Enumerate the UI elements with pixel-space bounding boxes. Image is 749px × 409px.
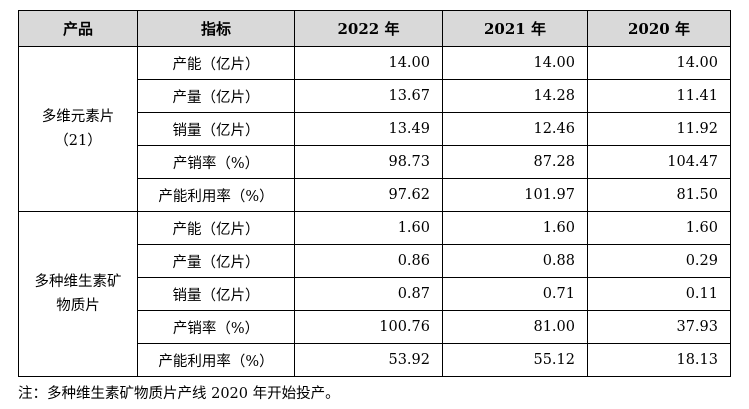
value-2021: 14.28 — [442, 79, 588, 113]
value-2021: 1.60 — [442, 211, 588, 245]
indicator-cell: 产量（亿片） — [137, 79, 295, 113]
value-2021: 55.12 — [442, 343, 588, 377]
value-2021: 12.46 — [442, 112, 588, 146]
indicator-cell: 产销率（%） — [137, 145, 295, 179]
value-2022: 53.92 — [294, 343, 443, 377]
table-row: 多维元素片 （21） 产能（亿片） 14.00 14.00 14.00 — [18, 46, 731, 212]
table-note: 注：多种维生素矿物质片产线 2020 年开始投产。 — [18, 386, 340, 402]
table-row: 产能利用率（%） 97.62 101.97 81.50 — [19, 178, 731, 212]
table-row: 产销率（%） 100.76 81.00 37.93 — [19, 310, 731, 344]
table-row: 产能利用率（%） 53.92 55.12 18.13 — [19, 343, 731, 377]
value-2022: 97.62 — [294, 178, 443, 212]
value-2020: 11.41 — [587, 79, 731, 113]
value-2022: 0.86 — [294, 244, 443, 278]
value-2022: 14.00 — [294, 46, 443, 80]
value-2020: 14.00 — [587, 46, 731, 80]
indicator-cell: 产销率（%） — [137, 310, 295, 344]
indicator-cell: 销量（亿片） — [137, 277, 295, 311]
value-2022: 98.73 — [294, 145, 443, 179]
value-2022: 100.76 — [294, 310, 443, 344]
value-2021: 0.88 — [442, 244, 588, 278]
product-cell: 多维元素片 （21） — [18, 46, 138, 212]
value-2020: 37.93 — [587, 310, 731, 344]
table-row: 销量（亿片） 0.87 0.71 0.11 — [19, 277, 731, 311]
indicator-cell: 产能利用率（%） — [137, 343, 295, 377]
value-2020: 0.11 — [587, 277, 731, 311]
value-2020: 81.50 — [587, 178, 731, 212]
value-2022: 13.67 — [294, 79, 443, 113]
indicator-cell: 产量（亿片） — [137, 244, 295, 278]
table-row: 多种维生素矿 物质片 产能（亿片） 1.60 1.60 1.60 — [18, 211, 731, 377]
product-name-cont: 物质片 — [56, 298, 100, 314]
value-2020: 18.13 — [587, 343, 731, 377]
production-table: 产品 指标 2022 年 2021 年 2020 年 多维元素片 （21） 产能… — [18, 10, 731, 377]
product-cell: 多种维生素矿 物质片 — [18, 211, 138, 377]
product-name: 多维元素片 — [41, 109, 115, 125]
product-name: 多种维生素矿 — [34, 274, 122, 290]
value-2021: 81.00 — [442, 310, 588, 344]
value-2021: 87.28 — [442, 145, 588, 179]
indicator-cell: 产能（亿片） — [137, 46, 295, 80]
header-product: 产品 — [18, 10, 138, 47]
table-row: 产销率（%） 98.73 87.28 104.47 — [19, 145, 731, 179]
header-2022: 2022 年 — [294, 10, 443, 47]
table-row: 产量（亿片） 0.86 0.88 0.29 — [19, 244, 731, 278]
value-2021: 0.71 — [442, 277, 588, 311]
value-2022: 1.60 — [294, 211, 443, 245]
table-row: 产量（亿片） 13.67 14.28 11.41 — [19, 79, 731, 113]
product-code: （21） — [54, 133, 102, 149]
value-2022: 13.49 — [294, 112, 443, 146]
header-indicator: 指标 — [137, 10, 295, 47]
header-2021: 2021 年 — [442, 10, 588, 47]
value-2020: 104.47 — [587, 145, 731, 179]
header-row: 产品 指标 2022 年 2021 年 2020 年 — [18, 10, 731, 47]
value-2020: 0.29 — [587, 244, 731, 278]
value-2020: 11.92 — [587, 112, 731, 146]
header-2020: 2020 年 — [587, 10, 731, 47]
indicator-cell: 产能（亿片） — [137, 211, 295, 245]
table-row: 销量（亿片） 13.49 12.46 11.92 — [19, 112, 731, 146]
value-2021: 101.97 — [442, 178, 588, 212]
indicator-cell: 产能利用率（%） — [137, 178, 295, 212]
value-2020: 1.60 — [587, 211, 731, 245]
value-2021: 14.00 — [442, 46, 588, 80]
value-2022: 0.87 — [294, 277, 443, 311]
indicator-cell: 销量（亿片） — [137, 112, 295, 146]
